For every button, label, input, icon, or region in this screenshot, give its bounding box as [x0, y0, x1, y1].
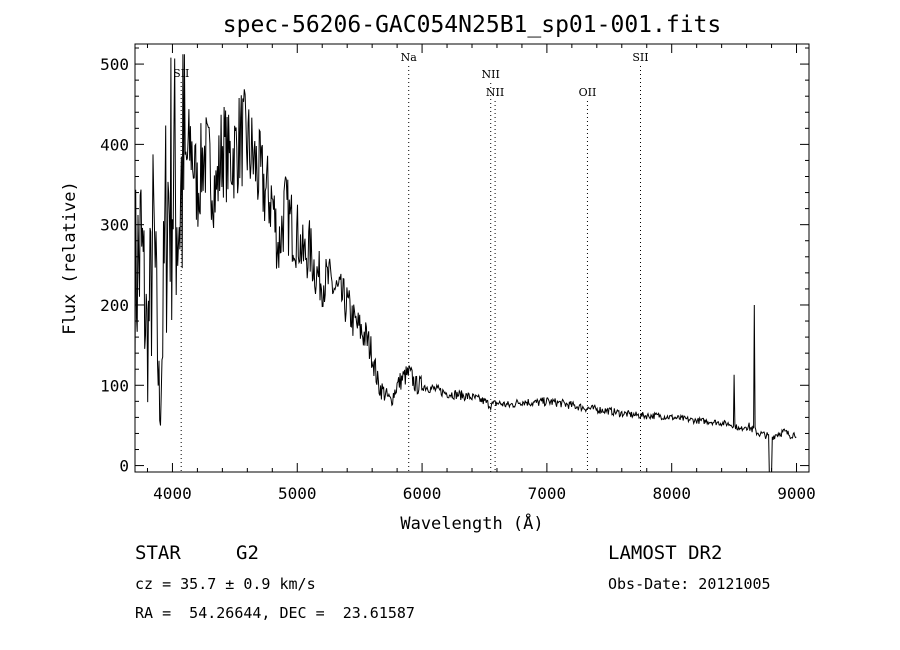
x-tick-labels: 4000 5000 6000 7000 8000 9000	[153, 484, 816, 503]
ra-dec-text: RA = 54.26644, DEC = 23.61587	[135, 604, 415, 622]
x-tick-label: 7000	[528, 484, 567, 503]
object-class: STAR	[135, 542, 181, 564]
line-marker-label: OII	[579, 86, 597, 99]
axis-ticks	[135, 44, 809, 472]
line-marker-label: SII	[173, 67, 189, 80]
x-axis-label: Wavelength (Å)	[400, 512, 543, 534]
y-tick-label: 400	[100, 135, 129, 154]
spectrum-line	[134, 54, 797, 473]
x-tick-label: 9000	[777, 484, 816, 503]
line-marker-label: Na	[401, 51, 418, 64]
x-tick-label: 5000	[278, 484, 317, 503]
y-tick-label: 500	[100, 55, 129, 74]
emission-line-markers: SII Na NII NII OII SII	[173, 51, 649, 472]
spectrum-series	[134, 54, 797, 473]
object-subclass: G2	[236, 542, 259, 564]
chart-title: spec-56206-GAC054N25B1_sp01-001.fits	[223, 12, 722, 38]
y-tick-labels: 0 100 200 300 400 500	[100, 55, 129, 476]
line-marker-label: NII	[486, 86, 504, 99]
line-marker-label: NII	[482, 68, 500, 81]
y-tick-label: 0	[119, 457, 129, 476]
obs-date: Obs-Date: 20121005	[608, 575, 771, 593]
y-tick-label: 100	[100, 376, 129, 395]
line-marker-label: SII	[632, 51, 648, 64]
y-axis-label: Flux (relative)	[60, 181, 80, 335]
y-tick-label: 300	[100, 216, 129, 235]
redshift-text: cz = 35.7 ± 0.9 km/s	[135, 575, 316, 593]
x-tick-label: 6000	[403, 484, 442, 503]
survey-name: LAMOST DR2	[608, 542, 723, 564]
x-tick-label: 4000	[153, 484, 192, 503]
y-tick-label: 200	[100, 296, 129, 315]
plot-frame	[134, 43, 810, 473]
x-tick-label: 8000	[652, 484, 691, 503]
